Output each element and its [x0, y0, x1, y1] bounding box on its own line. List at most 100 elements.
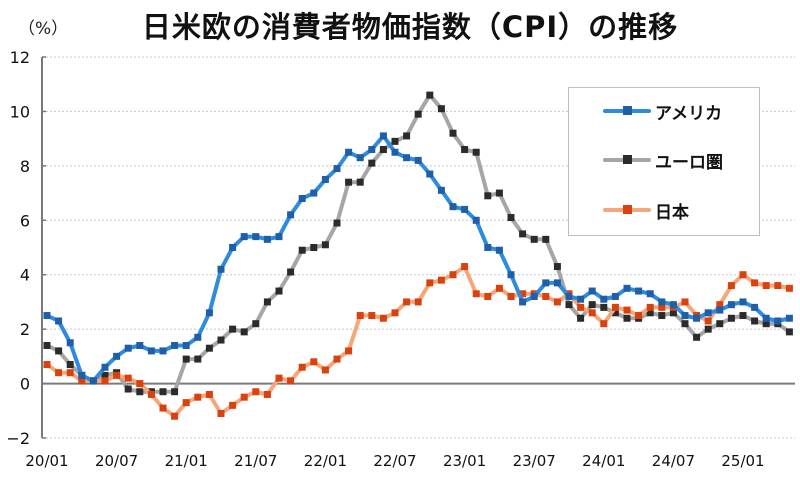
axes	[41, 56, 795, 439]
data-point-marker	[716, 301, 724, 309]
x-tick-label: 25/01	[721, 452, 764, 470]
data-point-marker	[147, 390, 155, 398]
data-point-marker	[171, 388, 179, 396]
legend-swatch-japan	[603, 198, 651, 222]
data-point-marker	[751, 279, 759, 287]
data-point-marker	[507, 214, 515, 222]
data-point-marker	[553, 298, 561, 306]
data-point-marker	[472, 148, 480, 156]
data-point-marker	[623, 314, 631, 322]
data-point-marker	[275, 233, 283, 241]
data-point-marker	[437, 276, 445, 284]
data-point-marker	[414, 298, 422, 306]
data-point-marker	[171, 341, 179, 349]
data-point-marker	[345, 148, 353, 156]
data-point-marker	[356, 312, 364, 320]
legend: アメリカ ユーロ圏 日本	[568, 87, 760, 236]
data-point-marker	[507, 292, 515, 300]
legend-item-usa: アメリカ	[569, 99, 722, 124]
data-point-marker	[66, 339, 74, 347]
data-point-marker	[333, 355, 341, 363]
data-point-marker	[43, 361, 51, 369]
data-point-marker	[391, 137, 399, 145]
data-point-marker	[321, 366, 329, 374]
chart-title: 日米欧の消費者物価指数（CPI）の推移	[141, 10, 679, 44]
data-point-marker	[391, 309, 399, 317]
data-point-marker	[449, 271, 457, 279]
data-point-marker	[136, 380, 144, 388]
data-point-marker	[542, 292, 550, 300]
data-point-marker	[379, 314, 387, 322]
data-point-marker	[240, 233, 248, 241]
data-point-marker	[321, 175, 329, 183]
data-point-marker	[229, 244, 237, 251]
x-tick-label: 23/07	[513, 452, 556, 470]
data-point-marker	[461, 146, 469, 154]
data-point-marker	[635, 287, 643, 295]
data-point-marker	[658, 312, 666, 320]
x-tick-label: 20/07	[95, 452, 138, 470]
x-tick-label: 21/07	[234, 452, 277, 470]
data-point-marker	[403, 298, 411, 306]
data-point-marker	[217, 410, 225, 418]
x-tick-label: 24/07	[652, 452, 695, 470]
y-tick-label: 10	[10, 102, 30, 121]
y-tick-label: −2	[6, 429, 30, 448]
data-point-marker	[159, 347, 167, 355]
data-point-marker	[785, 314, 793, 322]
data-point-marker	[727, 282, 735, 290]
data-point-marker	[495, 284, 503, 292]
data-point-marker	[762, 282, 770, 290]
data-point-marker	[217, 336, 225, 344]
data-point-marker	[403, 154, 411, 162]
data-point-marker	[379, 146, 387, 154]
data-point-marker	[263, 235, 271, 243]
data-point-marker	[542, 235, 550, 243]
data-point-marker	[426, 91, 434, 99]
data-point-marker	[310, 358, 318, 366]
data-point-marker	[159, 388, 167, 396]
legend-label-japan: 日本	[655, 202, 689, 223]
data-point-marker	[739, 271, 747, 279]
data-point-marker	[194, 393, 202, 401]
data-point-marker	[658, 303, 666, 311]
data-point-marker	[495, 246, 503, 254]
series-japan	[43, 263, 793, 420]
data-point-marker	[101, 371, 109, 379]
data-point-marker	[762, 320, 770, 328]
data-point-marker	[403, 132, 411, 140]
data-point-marker	[414, 156, 422, 164]
data-point-marker	[124, 374, 132, 382]
data-point-marker	[611, 303, 619, 311]
data-point-marker	[704, 325, 712, 333]
data-point-marker	[704, 317, 712, 325]
y-tick-label: 12	[10, 48, 30, 67]
x-axis-ticks: 20/01 20/07 21/01 21/07 22/01 22/07 23/01 23/07…	[25, 452, 764, 470]
data-point-marker	[727, 314, 735, 322]
data-point-marker	[646, 290, 654, 298]
data-point-marker	[113, 352, 121, 360]
data-point-marker	[739, 312, 747, 320]
legend-marker-square-icon	[623, 205, 632, 214]
data-point-marker	[263, 390, 271, 398]
data-point-marker	[368, 159, 376, 167]
data-point-marker	[205, 309, 213, 317]
data-point-marker	[368, 312, 376, 320]
data-point-marker	[704, 309, 712, 317]
data-point-marker	[449, 203, 457, 211]
legend-label-eurozone: ユーロ圏	[655, 152, 723, 173]
data-point-marker	[681, 298, 689, 306]
legend-item-japan: 日本	[569, 198, 689, 223]
y-tick-label: 4	[20, 266, 30, 285]
data-point-marker	[669, 301, 677, 309]
data-point-marker	[542, 279, 550, 287]
data-point-marker	[147, 347, 155, 355]
data-point-marker	[472, 216, 480, 224]
data-point-marker	[205, 344, 213, 352]
data-point-marker	[43, 341, 51, 349]
data-point-marker	[356, 154, 364, 162]
x-tick-label: 22/01	[304, 452, 347, 470]
y-axis-ticks: −2 0 2 4 6 8 10 12	[6, 48, 30, 448]
data-point-marker	[310, 189, 318, 197]
data-point-marker	[55, 317, 63, 325]
